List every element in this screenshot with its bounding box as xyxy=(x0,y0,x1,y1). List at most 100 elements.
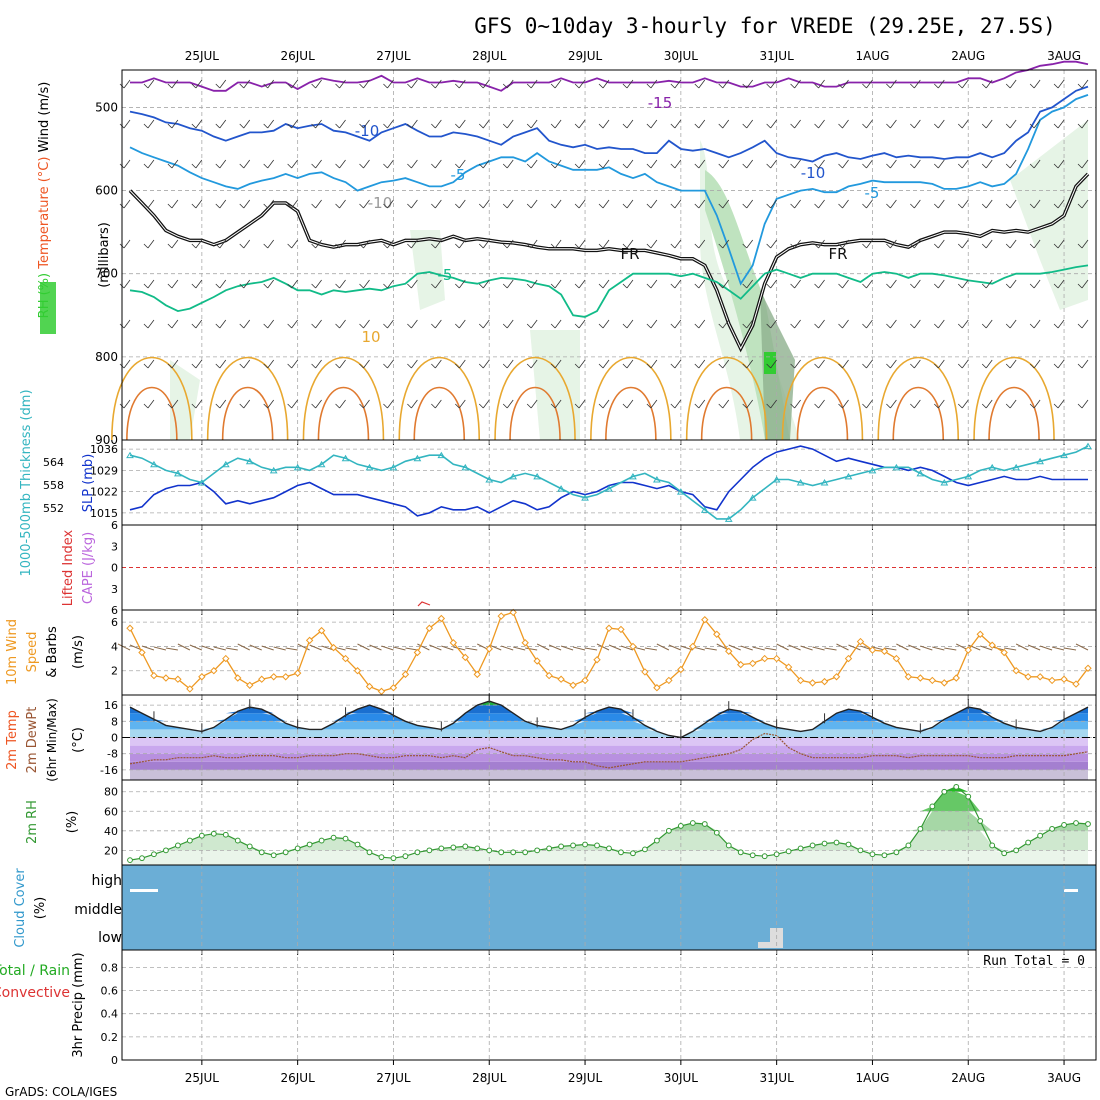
wind-barb xyxy=(742,359,754,369)
wind-barb xyxy=(191,199,203,209)
precip-panel: 0 0.2 0.4 0.6 0.8 Run Total = 0 Total / Rain Co… xyxy=(0,949,1097,1067)
wind-barb xyxy=(239,79,251,89)
wind-barb xyxy=(1077,119,1089,129)
wind-barb xyxy=(167,359,179,369)
wind-speed-point xyxy=(808,679,817,687)
wind-barb xyxy=(431,159,442,169)
wind-barb xyxy=(167,279,179,289)
thickness-marker xyxy=(1084,442,1092,450)
wind-barb xyxy=(191,119,203,129)
rh-tick-80: 80 xyxy=(104,786,118,799)
wind-barb xyxy=(215,119,227,129)
surface-barb xyxy=(572,646,586,651)
wind-barb xyxy=(742,319,754,329)
contour-10-day0 xyxy=(111,356,193,441)
top-date-2AUG: 2AUG xyxy=(951,49,985,63)
wind-barb xyxy=(574,159,586,169)
top-date-26JUL: 26JUL xyxy=(281,49,316,63)
wind-barb xyxy=(886,239,897,249)
wind-barb xyxy=(957,239,969,249)
rh-point xyxy=(522,849,529,856)
wind-speed-point xyxy=(772,654,781,663)
top-date-31JUL: 31JUL xyxy=(760,49,795,63)
wind-barb xyxy=(311,359,322,369)
surface-barb xyxy=(980,645,993,651)
wind-barb xyxy=(215,279,227,289)
temp-band xyxy=(130,737,1088,746)
wind-barb xyxy=(263,199,275,209)
thick-tick-552: 552 xyxy=(43,502,64,515)
wind-speed-point xyxy=(126,624,134,632)
wind-barb xyxy=(478,119,490,129)
surface-barb xyxy=(704,647,717,651)
contour-label-0: -15 xyxy=(648,94,673,112)
surface-barb xyxy=(1004,647,1017,651)
rh-point xyxy=(1001,850,1008,857)
rh-shade-25jul xyxy=(170,360,200,440)
wind-speed-point xyxy=(174,675,182,683)
surface-barb xyxy=(584,647,598,651)
cloud-high-start xyxy=(130,889,158,892)
wind-barb xyxy=(1005,159,1017,169)
wind-barb xyxy=(1005,359,1017,369)
slp-tick-1029: 1029 xyxy=(90,464,118,477)
wind-barb xyxy=(1029,359,1041,369)
temp-ylabel-4: (°C) xyxy=(71,727,86,753)
rh-point xyxy=(773,851,780,858)
wind-barb xyxy=(598,319,610,329)
wind-barb xyxy=(455,279,466,289)
surface-barb xyxy=(776,643,789,651)
wind-barb xyxy=(335,199,346,209)
rh-point xyxy=(366,849,373,856)
wind-speed-point xyxy=(916,674,925,682)
wind-barb xyxy=(287,79,298,89)
wind-barb xyxy=(287,159,298,169)
wind-barb xyxy=(502,359,514,369)
slp-tick-1022: 1022 xyxy=(90,486,118,499)
rh-point xyxy=(402,853,409,860)
wind-speed-point xyxy=(784,663,793,671)
top-date-27JUL: 27JUL xyxy=(376,49,411,63)
wind-barb xyxy=(550,199,562,209)
surface-barb xyxy=(261,645,274,651)
rh-point xyxy=(306,841,313,848)
wind-barb xyxy=(670,239,682,249)
wind-barb xyxy=(814,79,825,89)
surface-barb xyxy=(417,643,430,651)
wind-barb xyxy=(910,399,921,409)
wind-barb xyxy=(934,279,945,289)
wind-speed-point xyxy=(748,659,757,668)
bottom-date-labels: 25JUL 26JUL 27JUL 28JUL 29JUL 30JUL 31JUL 1AUG 2… xyxy=(185,1071,1081,1085)
wind-barb xyxy=(1053,119,1065,129)
wind-barb xyxy=(862,199,873,209)
surface-barb xyxy=(345,647,358,651)
surface-barb xyxy=(285,647,298,651)
surface-barb xyxy=(644,647,657,651)
thickness-marker xyxy=(1060,451,1068,459)
surface-barb xyxy=(249,644,262,651)
wind-barb xyxy=(910,79,921,89)
surface-barb xyxy=(369,644,382,651)
li-tick--6: 6 xyxy=(111,519,118,532)
thickness-marker xyxy=(676,488,685,495)
contour--10 xyxy=(129,85,1089,163)
wind-barb xyxy=(718,359,730,369)
rh-point xyxy=(594,842,600,849)
top-date-25JUL: 25JUL xyxy=(185,49,220,63)
wind-speed-point xyxy=(198,673,206,681)
wind-barb xyxy=(574,199,586,209)
wind-barb xyxy=(407,279,418,289)
wind-barb xyxy=(1053,79,1065,89)
wind-barb xyxy=(287,319,298,329)
wind-speed-point xyxy=(389,684,398,692)
wind-speed-point xyxy=(940,679,949,687)
bottom-date-27JUL: 27JUL xyxy=(376,1071,411,1085)
wind-speed-point xyxy=(377,687,386,696)
rh-point xyxy=(1085,821,1091,827)
wind-barb xyxy=(143,319,155,329)
wind-speed-point xyxy=(629,642,637,651)
wind-barb xyxy=(670,199,682,209)
rh-point xyxy=(534,847,541,854)
wind-barb xyxy=(622,79,634,89)
